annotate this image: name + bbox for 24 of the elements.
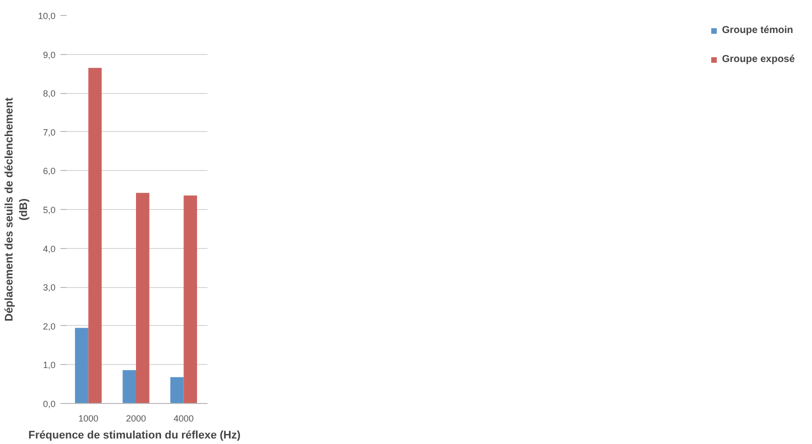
y-tick-label: 2,0: [42, 321, 56, 332]
y-tick-label: 0,0: [42, 399, 56, 409]
x-axis-title: Fréquence de stimulation du réflexe (Hz): [28, 430, 241, 442]
bar: [122, 370, 136, 404]
y-tick-label: 1,0: [42, 360, 56, 370]
bar: [88, 68, 102, 404]
y-tick-label: 9,0: [42, 50, 56, 60]
bar: [184, 196, 198, 404]
y-tick-label: 10,0: [38, 11, 56, 21]
x-tick-label: 2000: [126, 414, 146, 424]
bar: [136, 192, 150, 404]
y-tick-label: 4,0: [42, 244, 56, 254]
bar: [74, 328, 88, 404]
legend-label: Groupe témoin: [722, 25, 794, 36]
y-tick-label: 3,0: [42, 282, 56, 293]
y-tick-label: 7,0: [42, 127, 56, 138]
y-tick-label: 8,0: [42, 88, 56, 99]
y-tick-label: 5,0: [42, 205, 56, 215]
x-tick-label: 1000: [78, 414, 98, 424]
legend-label: Groupe exposé: [722, 54, 796, 65]
y-tick-label: 6,0: [42, 166, 56, 176]
x-tick-label: 4000: [174, 414, 194, 424]
y-axis-title: Déplacement des seuils de déclenchement (dB): [4, 97, 30, 322]
bar: [170, 377, 184, 404]
